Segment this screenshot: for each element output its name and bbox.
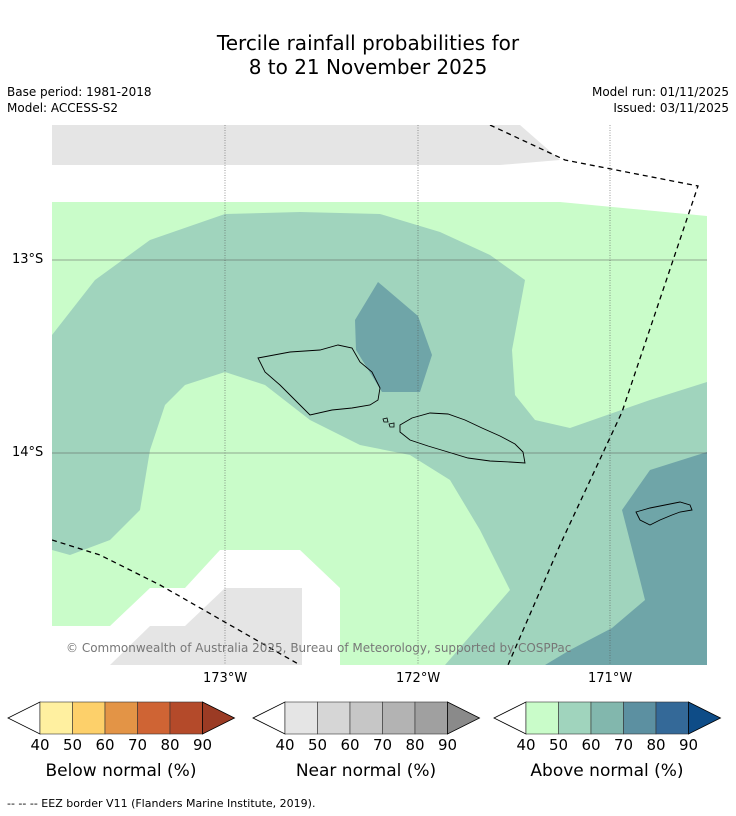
colorbar-near-tick: 40: [275, 736, 295, 754]
issued-date: Issued: 03/11/2025: [613, 101, 729, 115]
colorbar-near-segment: [349, 701, 383, 735]
above-normal-60-area-samoa: [355, 282, 432, 392]
colorbar-above-high-arrow: [688, 701, 722, 735]
model-run: Model run: 01/11/2025: [591, 85, 729, 99]
colorbar-near-segment: [317, 701, 351, 735]
colorbar-below-tick: 40: [30, 736, 50, 754]
colorbar-caption-near: Near normal (%): [295, 761, 437, 781]
colorbar-above-tick: 50: [548, 736, 569, 754]
copyright-notice: © Commonwealth of Australia 2025, Bureau…: [66, 641, 572, 655]
colorbar-near-segment: [382, 701, 416, 735]
colorbar-above-segment: [590, 701, 624, 735]
lon-label-172w: 172°W: [396, 671, 441, 686]
colorbar-below-segment: [169, 701, 203, 735]
colorbar-above-segment: [623, 701, 657, 735]
title-line-1: Tercile rainfall probabilities for: [216, 31, 520, 55]
meta-right: Model run: 01/11/2025 Issued: 03/11/2025: [592, 84, 729, 116]
colorbar-above-tick: 40: [516, 736, 536, 754]
colorbar-near-high-arrow: [447, 701, 481, 735]
eez-border-east: [489, 125, 699, 665]
map-title: Tercile rainfall probabilities for 8 to …: [0, 31, 736, 79]
eez-border-south: [52, 539, 301, 665]
colorbar-above-low-arrow: [493, 701, 527, 735]
upolu-island: [399, 412, 526, 464]
colorbar-below-tick: 60: [95, 736, 115, 754]
colorbar-near-tick: 60: [340, 736, 360, 754]
model-name: Model: ACCESS-S2: [7, 101, 119, 115]
eez-footer-note: -- -- -- EEZ border V11 (Flanders Marine…: [7, 797, 316, 810]
colorbar-below-tick: 80: [160, 736, 180, 754]
above-normal-60-area-southeast: [545, 452, 707, 665]
colorbar-above-tick: 70: [613, 736, 634, 754]
lon-label-173w: 173°W: [203, 671, 248, 686]
colorbar-below-segment: [104, 701, 138, 735]
meta-left: Base period: 1981-2018 Model: ACCESS-S2: [7, 84, 152, 116]
colorbar-above-segment: [525, 701, 559, 735]
colorbar-above-segment: [558, 701, 592, 735]
colorbar-near-tick: 80: [405, 736, 425, 754]
colorbar-below-low-arrow: [7, 701, 41, 735]
tutuila-island: [635, 501, 693, 526]
colorbar-near-segment: [284, 701, 318, 735]
colorbar-near-segment: [414, 701, 448, 735]
near-normal-area-top: [52, 125, 560, 165]
colorbar-near-low-arrow: [252, 701, 286, 735]
colorbar-near-tick: 70: [372, 736, 393, 754]
colorbar-caption-below: Below normal (%): [45, 761, 197, 781]
colorbar-above-segment: [655, 701, 689, 735]
colorbar-below-tick: 50: [62, 736, 83, 754]
colorbar-below-segment: [39, 701, 73, 735]
map-area: [52, 125, 707, 665]
lon-label-171w: 171°W: [588, 671, 633, 686]
colorbar-caption-above: Above normal (%): [530, 761, 684, 781]
colorbar-above-tick: 90: [678, 736, 699, 754]
colorbar-below-segment: [72, 701, 106, 735]
colorbar-near-tick: 90: [437, 736, 458, 754]
colorbar-above-tick: 60: [581, 736, 601, 754]
colorbar-below-high-arrow: [202, 701, 236, 735]
near-normal-area-bottom: [110, 588, 302, 665]
colorbar-below-tick: 90: [192, 736, 213, 754]
savaii-island: [257, 344, 381, 416]
base-period: Base period: 1981-2018: [7, 85, 152, 99]
colorbar-near-tick: 50: [307, 736, 328, 754]
colorbar-below-segment: [137, 701, 171, 735]
title-line-2: 8 to 21 November 2025: [248, 55, 488, 79]
lat-label-13s: 13°S: [12, 252, 44, 267]
colorbar-below-tick: 70: [127, 736, 148, 754]
colorbar-above-tick: 80: [646, 736, 666, 754]
lat-label-14s: 14°S: [12, 445, 44, 460]
above-normal-50-area: [52, 212, 707, 665]
manono-apolima-islands: [382, 417, 395, 428]
